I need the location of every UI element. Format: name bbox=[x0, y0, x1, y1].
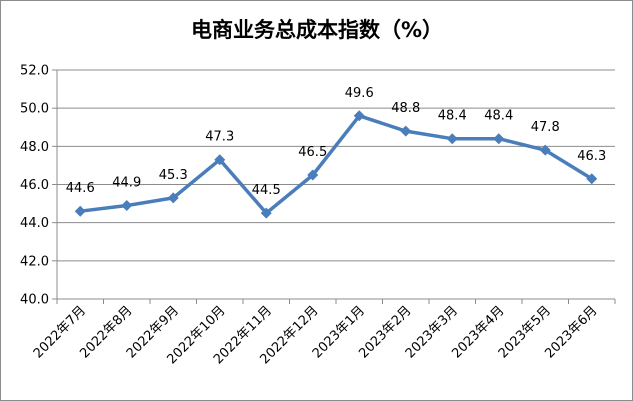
data-label: 45.3 bbox=[159, 168, 188, 183]
data-labels: 44.6 44.9 45.3 47.3 44.5 46.5 49.6 48.8 48.4 48.4… bbox=[66, 86, 606, 198]
y-tick-label: 42.0 bbox=[20, 254, 49, 269]
markers bbox=[74, 110, 598, 219]
data-point-marker bbox=[353, 110, 365, 122]
chart-title: 电商业务总成本指数（%） bbox=[191, 18, 443, 42]
data-label: 48.8 bbox=[391, 101, 420, 116]
y-tick-label: 46.0 bbox=[20, 178, 49, 193]
data-label: 48.4 bbox=[438, 109, 467, 124]
data-point-marker bbox=[74, 205, 86, 217]
data-point-marker bbox=[260, 207, 272, 219]
data-point-marker bbox=[307, 169, 319, 181]
y-tick-label: 52.0 bbox=[20, 64, 49, 79]
data-point-marker bbox=[214, 154, 226, 166]
y-tick-label: 40.0 bbox=[20, 293, 49, 308]
data-label: 46.5 bbox=[298, 145, 327, 160]
series-layer bbox=[78, 114, 594, 215]
data-label: 47.3 bbox=[205, 130, 234, 145]
data-point-marker bbox=[167, 192, 179, 204]
x-axis-ticks: 2022年7月2022年8月2022年9月2022年10月2022年11月202… bbox=[31, 303, 601, 367]
data-label: 44.9 bbox=[112, 175, 141, 190]
y-axis-ticks: 40.0 42.0 44.0 46.0 48.0 50.0 52.0 bbox=[20, 64, 49, 308]
data-point-marker bbox=[586, 173, 598, 185]
y-tick-label: 44.0 bbox=[20, 216, 49, 231]
data-label: 49.6 bbox=[345, 86, 374, 101]
data-label: 47.8 bbox=[531, 120, 560, 135]
data-point-marker bbox=[121, 199, 133, 211]
data-point-marker bbox=[446, 133, 458, 145]
y-tick-label: 50.0 bbox=[20, 102, 49, 117]
y-tick-label: 48.0 bbox=[20, 140, 49, 155]
data-point-marker bbox=[493, 133, 505, 145]
data-point-marker bbox=[400, 125, 412, 137]
axes bbox=[52, 69, 616, 304]
data-label: 44.5 bbox=[252, 183, 281, 198]
data-label: 48.4 bbox=[484, 109, 513, 124]
series-line bbox=[78, 114, 594, 215]
data-point-marker bbox=[539, 144, 551, 156]
data-label: 44.6 bbox=[66, 181, 95, 196]
data-label: 46.3 bbox=[577, 149, 606, 164]
